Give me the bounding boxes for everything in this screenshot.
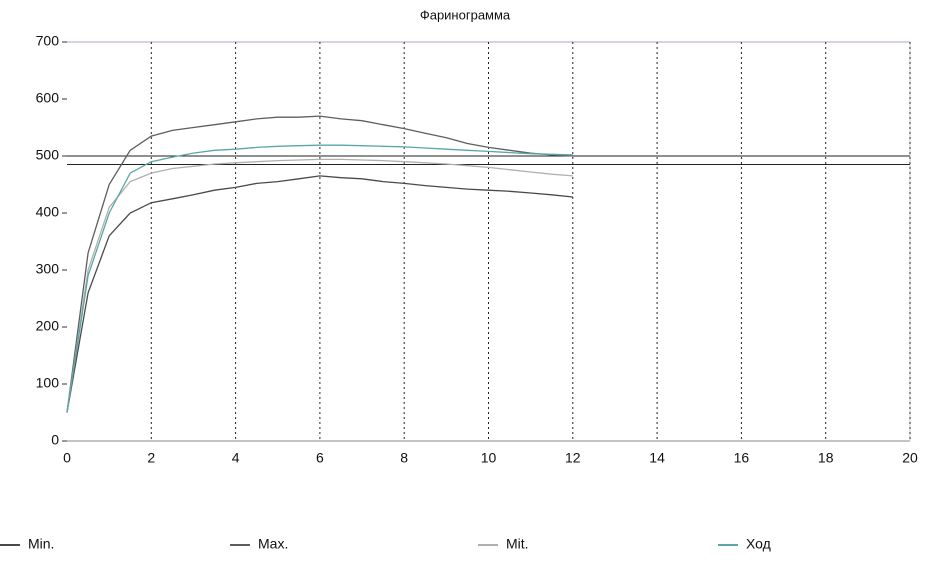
x-tick-label: 10	[481, 450, 497, 466]
legend-label: Mit.	[506, 536, 529, 552]
series-line	[66, 175, 573, 413]
x-tick-label: 6	[316, 450, 324, 466]
x-tick-label: 14	[649, 450, 665, 466]
y-tick-label: 700	[36, 33, 60, 49]
y-tick-label: 600	[36, 90, 60, 106]
x-tick-label: 12	[565, 450, 581, 466]
legend-label: Ход	[746, 536, 771, 552]
x-tick-label: 0	[63, 450, 71, 466]
series-line	[66, 158, 573, 413]
series-line	[66, 144, 573, 413]
x-tick-label: 4	[232, 450, 240, 466]
series-line	[66, 115, 573, 413]
x-tick-label: 8	[400, 450, 408, 466]
x-tick-label: 18	[818, 450, 834, 466]
legend-label: Max.	[258, 536, 288, 552]
y-tick-label: 0	[51, 432, 59, 448]
chart-title: Фаринограмма	[420, 7, 511, 22]
x-tick-label: 2	[147, 450, 155, 466]
y-tick-label: 500	[36, 147, 60, 163]
y-tick-label: 200	[36, 318, 60, 334]
x-tick-label: 16	[734, 450, 750, 466]
y-tick-label: 400	[36, 204, 60, 220]
legend-label: Min.	[28, 536, 54, 552]
y-tick-label: 300	[36, 261, 60, 277]
y-tick-label: 100	[36, 375, 60, 391]
x-tick-label: 20	[902, 450, 918, 466]
